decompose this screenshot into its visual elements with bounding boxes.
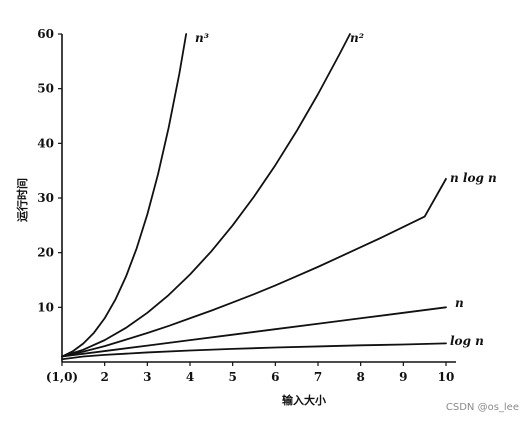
series-label-4: log n bbox=[450, 334, 484, 348]
series-line-2 bbox=[61, 177, 447, 358]
plot-area bbox=[58, 33, 456, 366]
y-tick-label: 20 bbox=[37, 246, 54, 260]
watermark-text: CSDN @os_lee bbox=[445, 402, 519, 413]
series-line-0 bbox=[61, 33, 188, 358]
series-line-1 bbox=[61, 33, 351, 358]
x-tick-label: (1,0) bbox=[46, 370, 78, 384]
y-tick-label: 10 bbox=[37, 300, 54, 314]
y-tick-label: 40 bbox=[37, 136, 54, 150]
x-tick-label: 10 bbox=[438, 370, 455, 384]
x-tick-label: 9 bbox=[399, 370, 407, 384]
x-tick-label: 5 bbox=[228, 370, 236, 384]
series-label-2: n log n bbox=[450, 171, 497, 185]
series-line-4 bbox=[61, 342, 447, 361]
x-axis-title: 输入大小 bbox=[282, 393, 326, 407]
x-tick-label: 6 bbox=[271, 370, 279, 384]
x-tick-label: 7 bbox=[314, 370, 322, 384]
y-tick-label: 30 bbox=[37, 191, 54, 205]
y-axis-title: 运行时间 bbox=[15, 178, 29, 222]
x-tick-label: 4 bbox=[186, 370, 194, 384]
y-tick-label: 60 bbox=[37, 27, 54, 41]
series-label-3: n bbox=[455, 296, 464, 310]
y-tick-label: 50 bbox=[37, 82, 54, 96]
labels-layer: 10 20 30 40 50 60 (1,0) 2 3 4 5 6 7 8 9 10 输入大小 运行时间 n³ n² n… bbox=[15, 27, 497, 407]
x-tick-label: 3 bbox=[143, 370, 151, 384]
series-label-0: n³ bbox=[195, 31, 209, 45]
x-tick-label: 2 bbox=[100, 370, 108, 384]
series-line-3 bbox=[61, 306, 447, 358]
x-tick-label: 8 bbox=[356, 370, 364, 384]
series-label-1: n² bbox=[350, 31, 364, 45]
